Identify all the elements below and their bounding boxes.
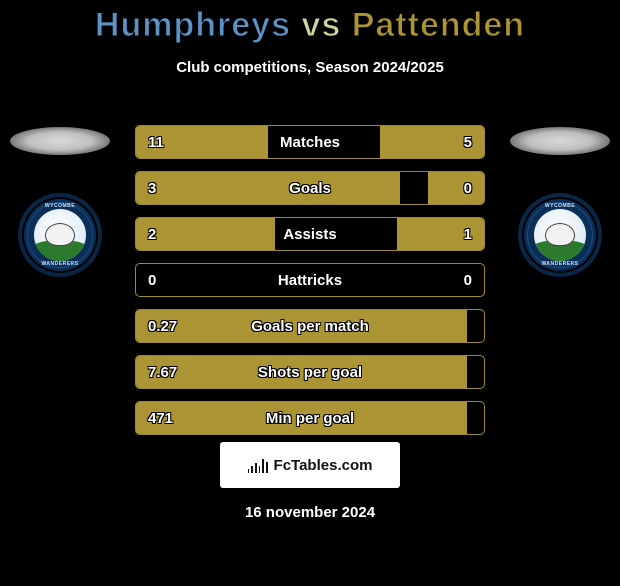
- fctables-label: FcTables.com: [274, 457, 373, 474]
- comparison-title: Humphreys vs Pattenden: [0, 6, 620, 45]
- stat-row-matches: 115Matches: [135, 125, 485, 159]
- player1-name: Humphreys: [95, 6, 291, 44]
- stat-row-hattricks: 00Hattricks: [135, 263, 485, 297]
- stat-label: Assists: [136, 218, 484, 250]
- stat-label: Goals: [136, 172, 484, 204]
- stat-label: Min per goal: [136, 402, 484, 434]
- player2-club-badge: WYCOMBE WANDERERS: [518, 193, 602, 277]
- player1-club-badge: WYCOMBE WANDERERS: [18, 193, 102, 277]
- stat-label: Goals per match: [136, 310, 484, 342]
- stat-row-goals: 30Goals: [135, 171, 485, 205]
- stat-label: Matches: [136, 126, 484, 158]
- vs-label: vs: [301, 6, 341, 44]
- fctables-logo: FcTables.com: [220, 442, 400, 488]
- date-label: 16 november 2024: [0, 504, 620, 521]
- stat-row-min-per-goal: 471Min per goal: [135, 401, 485, 435]
- player1-silhouette-shadow: [10, 127, 110, 155]
- stat-label: Shots per goal: [136, 356, 484, 388]
- badge-text-bottom: WANDERERS: [522, 261, 598, 267]
- badge-text-bottom: WANDERERS: [22, 261, 98, 267]
- player2-name: Pattenden: [352, 6, 525, 44]
- player2-silhouette-shadow: [510, 127, 610, 155]
- stat-row-assists: 21Assists: [135, 217, 485, 251]
- player1-side: WYCOMBE WANDERERS: [0, 125, 120, 277]
- stat-row-shots-per-goal: 7.67Shots per goal: [135, 355, 485, 389]
- stat-row-goals-per-match: 0.27Goals per match: [135, 309, 485, 343]
- player2-side: WYCOMBE WANDERERS: [500, 125, 620, 277]
- subtitle: Club competitions, Season 2024/2025: [0, 59, 620, 76]
- comparison-bars: 115Matches 30Goals 21Assists 00Hattricks 0.2…: [135, 125, 485, 447]
- spark-icon: [248, 457, 268, 473]
- stat-label: Hattricks: [136, 264, 484, 296]
